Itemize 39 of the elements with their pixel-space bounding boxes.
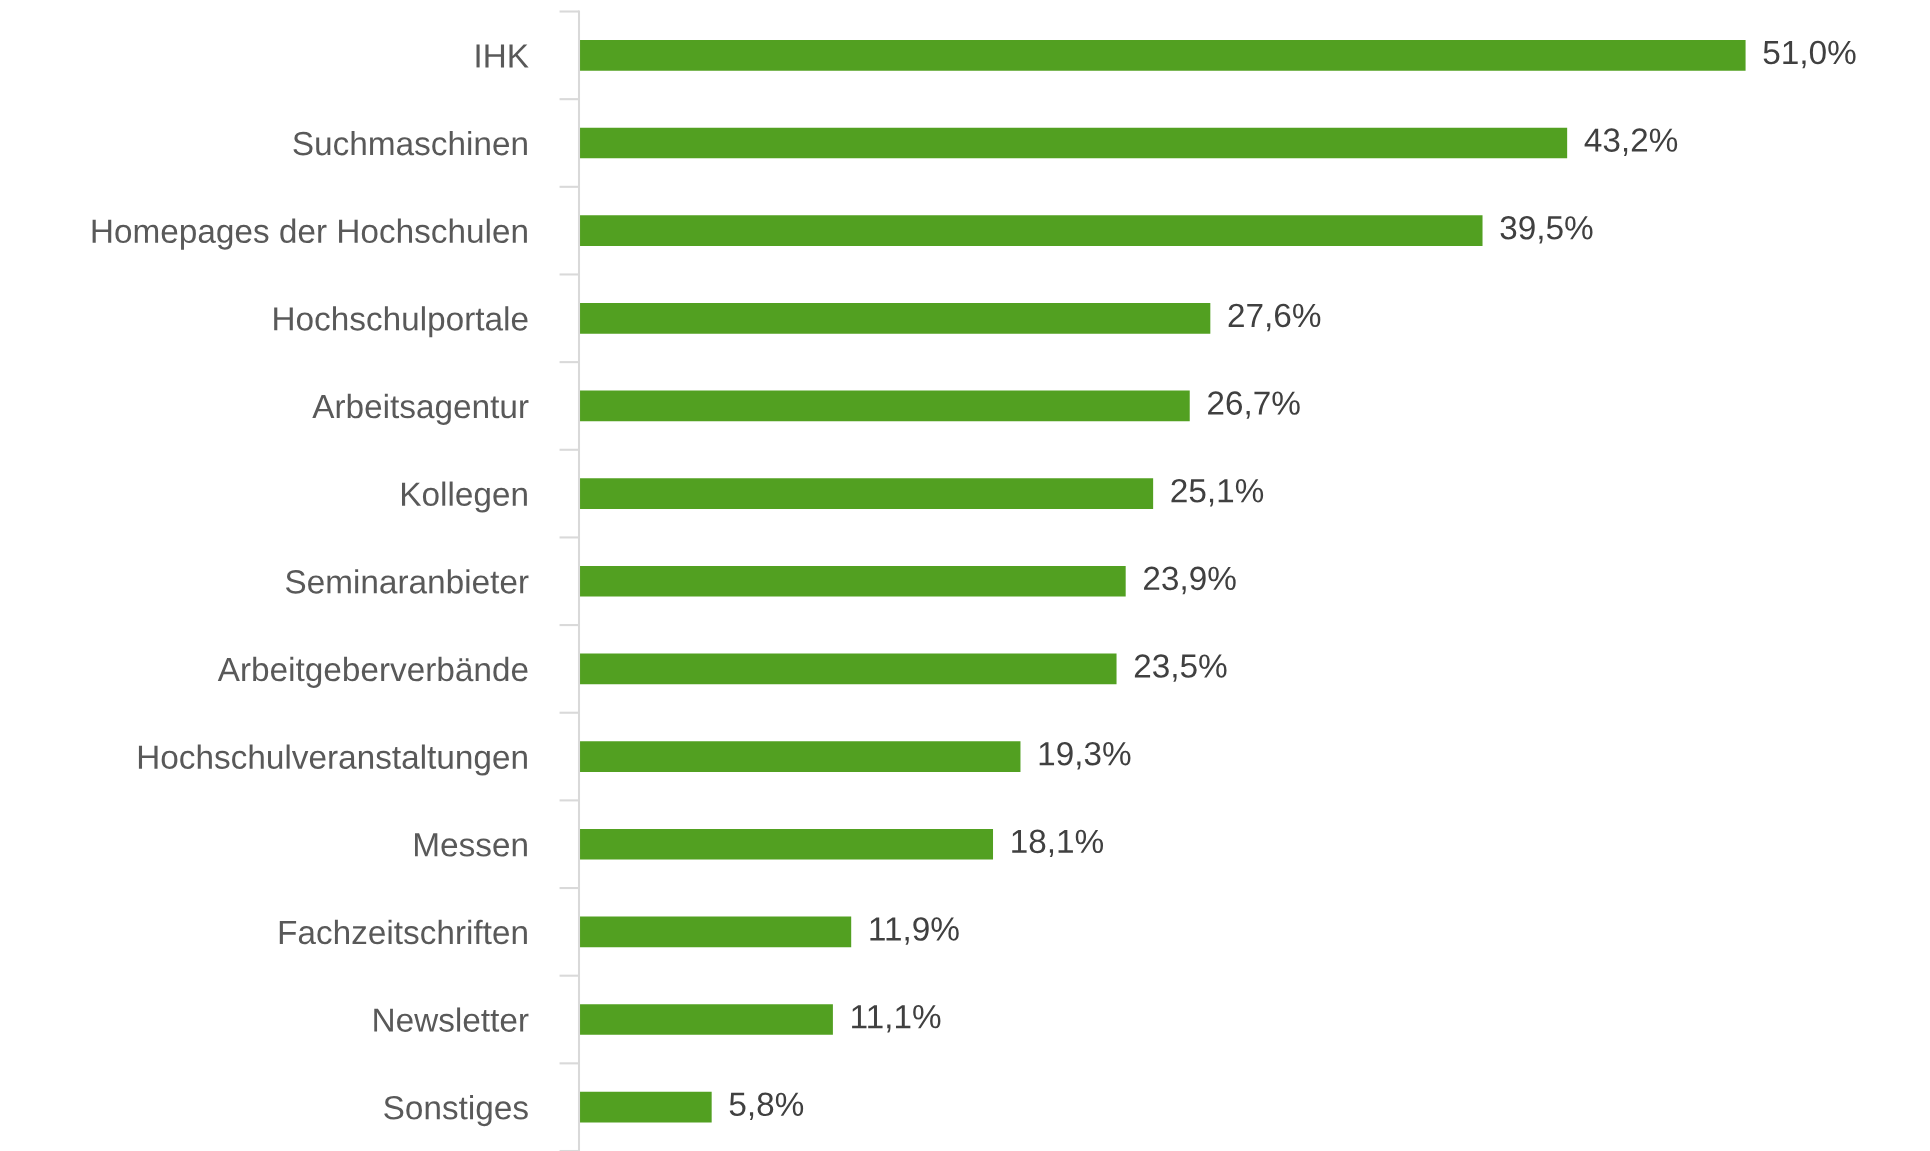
bar — [579, 565, 1126, 597]
y-tick-label: IHK — [476, 44, 529, 68]
data-label: 43,2% — [1584, 128, 1678, 156]
data-label: 11,1% — [852, 1005, 941, 1033]
y-tick-label: Seminaranbieter — [285, 569, 529, 594]
y-tick-label: Messen — [415, 833, 527, 857]
data-label: 23,9% — [1144, 566, 1236, 595]
data-label: 26,7% — [1208, 391, 1300, 419]
bar — [579, 478, 1154, 509]
y-tick-label: Hochschulportale — [274, 306, 528, 338]
y-tick-label: Arbeitsagentur — [312, 393, 529, 425]
data-label: 5,8% — [729, 1092, 804, 1121]
y-tick-label: Homepages der Hochschulen — [92, 218, 527, 250]
data-label: 27,6% — [1228, 303, 1321, 332]
y-tick-label: Sonstiges — [384, 1095, 528, 1127]
bar — [579, 916, 852, 948]
data-label: 11,9% — [870, 917, 959, 945]
y-tick-label: Fachzeitschriften — [279, 919, 527, 945]
y-tick-label: Newsletter — [374, 1007, 529, 1032]
bar — [579, 653, 1117, 685]
bar — [579, 215, 1483, 246]
data-label: 18,1% — [1012, 829, 1104, 858]
bar — [579, 127, 1568, 159]
bar — [579, 828, 994, 860]
data-label: 39,5% — [1500, 215, 1593, 244]
bar — [579, 40, 1746, 71]
data-label: 19,3% — [1039, 741, 1131, 770]
data-label: 25,1% — [1171, 478, 1264, 507]
y-tick-label: Kollegen — [402, 481, 527, 513]
data-label: 51,0% — [1763, 40, 1856, 69]
y-tick-label: Arbeitgeberverbände — [217, 656, 528, 688]
bar — [579, 302, 1211, 334]
bar — [579, 390, 1190, 422]
bar — [579, 741, 1021, 772]
bar — [579, 1091, 712, 1123]
y-tick-label: Hochschulveranstaltungen — [138, 744, 527, 776]
bar — [579, 1004, 833, 1035]
data-label: 23,5% — [1134, 654, 1227, 682]
y-tick-label: Suchmaschinen — [293, 130, 527, 156]
